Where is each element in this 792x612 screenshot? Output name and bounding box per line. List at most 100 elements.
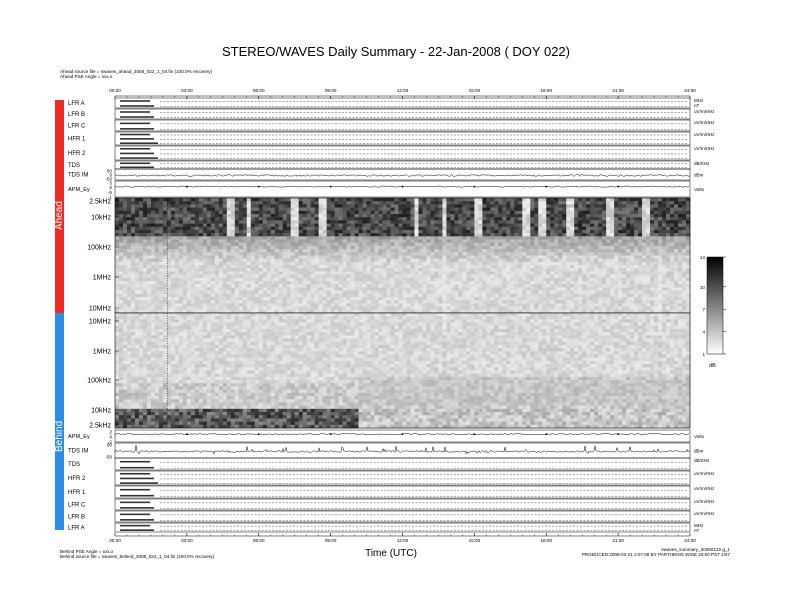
ahead-spec-cell bbox=[382, 245, 387, 250]
ahead-spec-cell bbox=[130, 226, 136, 231]
ahead-spec-cell bbox=[682, 213, 687, 218]
ahead-spec-cell bbox=[266, 198, 272, 202]
ahead-spec-cell bbox=[434, 249, 439, 253]
ahead-spec-cell bbox=[318, 281, 323, 285]
ahead-spec-cell bbox=[466, 217, 471, 221]
ahead-spec-cell bbox=[562, 277, 567, 282]
ahead-spec-cell bbox=[362, 239, 367, 244]
ahead-spec-cell bbox=[502, 281, 507, 285]
ahead-spec-cell bbox=[166, 258, 172, 263]
ahead-spec-cell bbox=[115, 284, 120, 288]
ahead-spec-cell bbox=[302, 290, 307, 295]
ahead-spec-cell bbox=[346, 249, 351, 253]
ahead-spec-cell bbox=[410, 210, 415, 215]
ahead-spec-cell bbox=[534, 239, 539, 244]
ahead-spec-cell bbox=[322, 258, 327, 263]
ahead-spec-cell bbox=[602, 226, 607, 231]
ahead-spec-cell bbox=[210, 223, 216, 228]
ahead-spec-cell bbox=[182, 217, 188, 221]
ahead-spec-cell bbox=[242, 217, 248, 221]
ahead-spec-cell bbox=[650, 242, 655, 247]
ahead-spec-cell bbox=[574, 233, 579, 237]
ahead-spec-cell bbox=[542, 236, 547, 240]
ahead-spec-cell bbox=[618, 268, 623, 272]
ahead-spec-cell bbox=[402, 207, 407, 212]
ahead-spec-cell bbox=[142, 233, 148, 237]
ahead-spec-cell bbox=[154, 249, 160, 253]
ahead-spec-cell bbox=[426, 258, 431, 263]
ahead-spec-cell bbox=[286, 233, 291, 237]
ahead-spec-cell bbox=[366, 217, 371, 221]
ahead-spec-cell bbox=[418, 226, 423, 231]
ahead-spec-cell bbox=[154, 281, 160, 285]
ahead-spec-cell bbox=[366, 249, 371, 253]
ahead-spec-cell bbox=[458, 297, 463, 301]
ahead-spec-cell bbox=[414, 213, 419, 218]
ahead-spec-cell bbox=[662, 239, 667, 244]
ahead-spec-cell bbox=[594, 300, 599, 304]
ahead-spec-cell bbox=[618, 255, 623, 259]
ahead-spec-cell bbox=[434, 255, 439, 259]
ahead-spec-cell bbox=[182, 261, 188, 266]
ahead-spec-cell bbox=[286, 204, 291, 208]
ahead-spec-cell bbox=[398, 207, 403, 212]
ahead-spec-cell bbox=[514, 213, 519, 218]
ahead-spec-cell bbox=[242, 245, 248, 250]
ahead-spec-cell bbox=[354, 261, 359, 266]
ahead-spec-cell bbox=[410, 258, 415, 263]
ahead-spec-cell bbox=[334, 204, 339, 208]
ahead-spec-cell bbox=[214, 220, 220, 224]
ahead-spec-cell bbox=[398, 300, 403, 304]
ahead-spec-cell bbox=[398, 220, 403, 224]
ahead-ey-label: APM_Ey bbox=[68, 187, 90, 193]
ahead-side-label: Ahead bbox=[54, 201, 65, 230]
ahead-spec-cell bbox=[122, 236, 128, 240]
ahead-spec-cell bbox=[426, 207, 431, 212]
ahead-spec-cell bbox=[254, 210, 260, 215]
ahead-spec-cell bbox=[442, 261, 447, 266]
ahead-spec-cell bbox=[194, 204, 200, 208]
ahead-spec-cell bbox=[350, 274, 355, 279]
ahead-spec-cell bbox=[478, 245, 483, 250]
ahead-spec-cell bbox=[214, 245, 220, 250]
ahead-spec-cell bbox=[474, 226, 479, 231]
ahead-spec-cell bbox=[222, 245, 228, 250]
ahead-spec-cell bbox=[218, 274, 224, 279]
ahead-spec-cell bbox=[414, 245, 419, 250]
ahead-spec-cell bbox=[322, 207, 327, 212]
ahead-spec-cell bbox=[386, 236, 391, 240]
ahead-spec-cell bbox=[314, 290, 319, 295]
ahead-spec-cell bbox=[402, 226, 407, 231]
ahead-spec-cell bbox=[438, 261, 443, 266]
ahead-spec-cell bbox=[358, 287, 363, 291]
ahead-spec-cell bbox=[622, 284, 627, 288]
ahead-spec-cell bbox=[598, 268, 603, 272]
ahead-spec-cell bbox=[282, 233, 287, 237]
ahead-spec-cell bbox=[182, 281, 188, 285]
ahead-spec-cell bbox=[498, 258, 503, 263]
ahead-spec-cell bbox=[446, 249, 451, 253]
ahead-spec-cell bbox=[510, 271, 515, 275]
ahead-spec-cell bbox=[138, 239, 144, 244]
ahead-spec-cell bbox=[594, 239, 599, 244]
ahead-spec-cell bbox=[626, 255, 631, 259]
ahead-spec-cell bbox=[138, 281, 144, 285]
ahead-spec-cell bbox=[578, 236, 583, 240]
ahead-spec-cell bbox=[118, 258, 124, 263]
ahead-spec-cell bbox=[134, 226, 140, 231]
ahead-spec-cell bbox=[614, 290, 619, 295]
ahead-spec-cell bbox=[306, 265, 311, 269]
ahead-spec-cell bbox=[366, 207, 371, 212]
ahead-spec-cell bbox=[642, 236, 647, 240]
ahead-spec-cell bbox=[502, 293, 507, 298]
ahead-spec-cell bbox=[162, 226, 168, 231]
ahead-spec-cell bbox=[330, 201, 335, 205]
ahead-spec-cell bbox=[530, 204, 535, 208]
ahead-spec-cell bbox=[115, 277, 120, 282]
ahead-spec-cell bbox=[394, 213, 399, 218]
ahead-spec-cell bbox=[570, 290, 575, 295]
ahead-spec-cell bbox=[234, 239, 240, 244]
ahead-spec-cell bbox=[534, 236, 539, 240]
ahead-spec-cell bbox=[258, 303, 264, 307]
ahead-spec-cell bbox=[122, 293, 128, 298]
